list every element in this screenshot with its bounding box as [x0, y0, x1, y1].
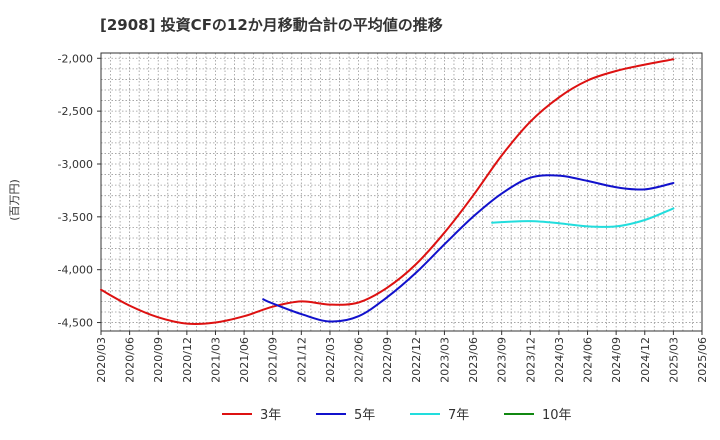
- x-tick-label: 2022/03: [324, 337, 337, 383]
- grid-lines: [101, 53, 702, 331]
- x-tick-label: 2022/12: [410, 337, 423, 383]
- x-tick-label: 2024/06: [582, 337, 595, 383]
- x-tick-label: 2020/09: [152, 337, 165, 383]
- legend-label-3: 7年: [448, 408, 469, 423]
- series-line-1: [100, 58, 675, 325]
- y-tick-label: -2,000: [58, 52, 93, 65]
- x-tick-label: 2023/03: [438, 337, 451, 383]
- x-tick-label: 2020/06: [124, 337, 137, 383]
- x-tick-label: 2023/06: [467, 337, 480, 383]
- y-tick-label: -3,500: [58, 211, 93, 224]
- chart-title: [2908] 投資CFの12か月移動合計の平均値の推移: [100, 16, 443, 34]
- series-line-2: [262, 174, 675, 323]
- x-tick-label: 2020/12: [181, 337, 194, 383]
- x-tick-label: 2021/03: [209, 337, 222, 383]
- legend-label-2: 5年: [354, 408, 375, 423]
- series-line-3: [491, 207, 675, 228]
- x-tick-label: 2025/03: [667, 337, 680, 383]
- x-tick-label: 2024/12: [639, 337, 652, 383]
- x-tick-label: 2021/12: [295, 337, 308, 383]
- x-tick-label: 2023/09: [496, 337, 509, 383]
- x-tick-label: 2024/03: [553, 337, 566, 383]
- y-tick-label: -4,000: [58, 264, 93, 277]
- x-tick-label: 2024/09: [610, 337, 623, 383]
- y-tick-label: -3,000: [58, 158, 93, 171]
- y-tick-label: -4,500: [58, 317, 93, 330]
- legend-label-1: 3年: [260, 408, 281, 423]
- axes: -2,000-2,500-3,000-3,500-4,000-4,5002020…: [58, 52, 709, 382]
- x-tick-label: 2025/06: [696, 337, 709, 383]
- legend: 3年 5年 7年 10年: [222, 408, 572, 423]
- plot-area: [101, 53, 702, 331]
- x-tick-label: 2022/09: [381, 337, 394, 383]
- series-lines: [100, 58, 675, 325]
- x-tick-label: 2020/03: [95, 337, 108, 383]
- x-tick-label: 2021/06: [238, 337, 251, 383]
- y-tick-label: -2,500: [58, 105, 93, 118]
- x-tick-label: 2021/09: [267, 337, 280, 383]
- y-axis-label: (百万円): [8, 179, 21, 221]
- plot-border: [100, 52, 703, 332]
- legend-label-4: 10年: [542, 408, 572, 423]
- x-tick-label: 2023/12: [524, 337, 537, 383]
- x-tick-label: 2022/06: [353, 337, 366, 383]
